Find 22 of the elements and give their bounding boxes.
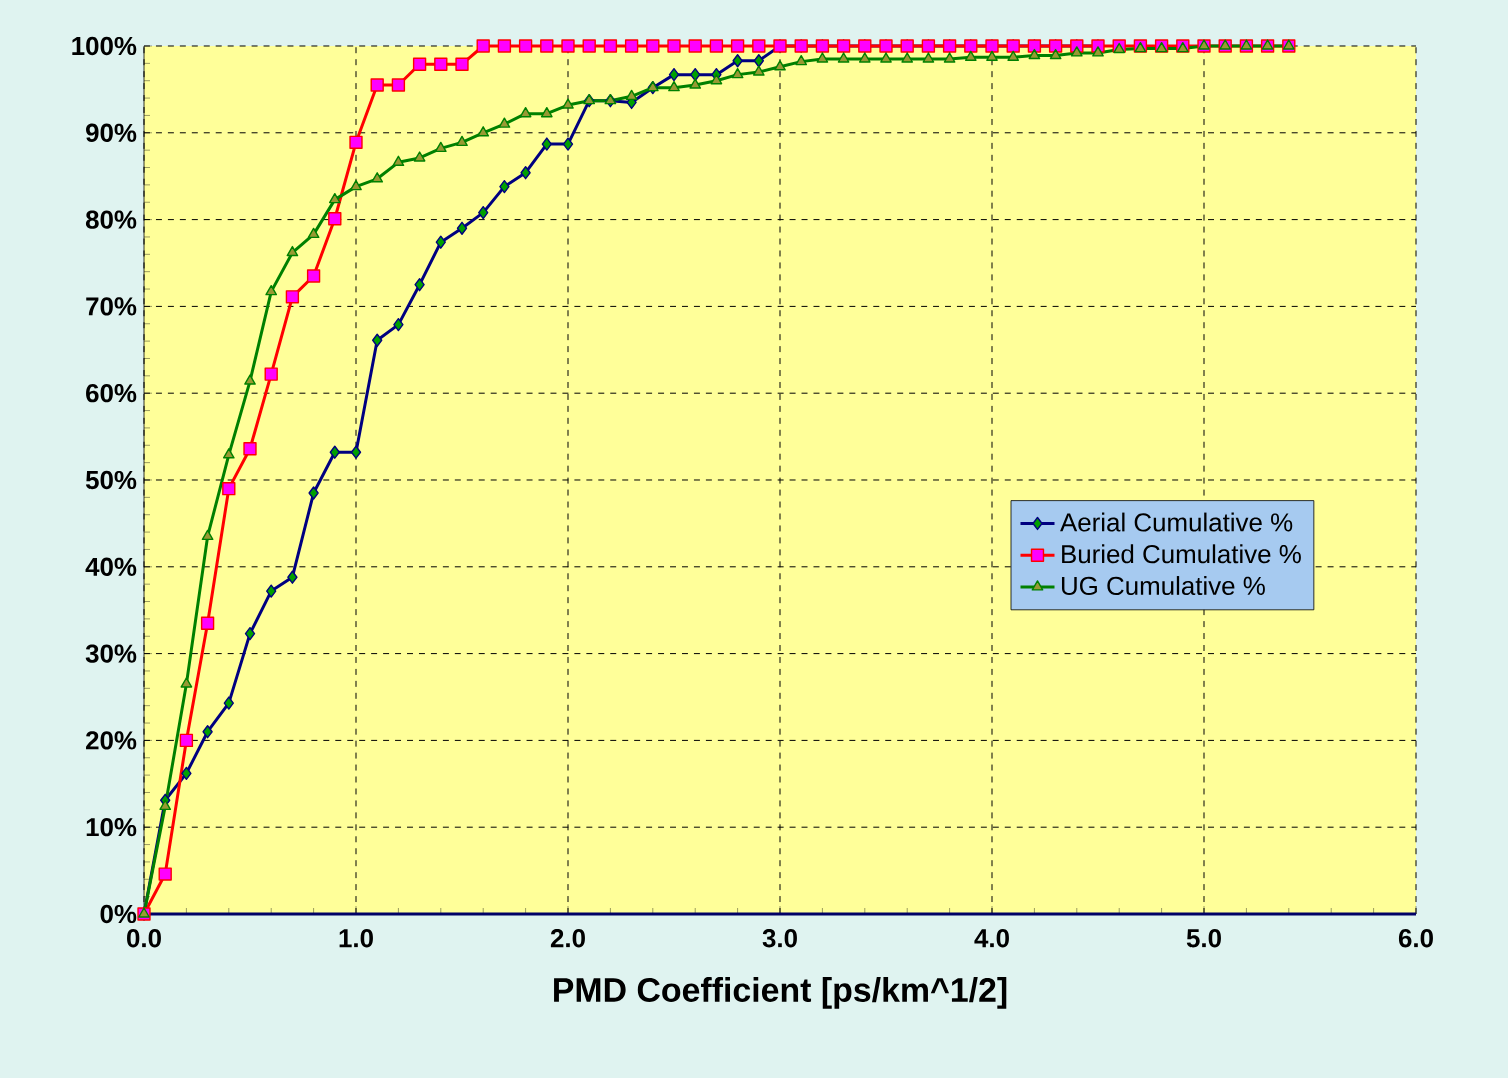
x-tick-label: 0.0 — [127, 929, 161, 948]
x-tick-label: 2.0 — [550, 929, 585, 948]
y-tick-label: 0% — [100, 904, 137, 924]
y-tick-label: 30% — [85, 644, 137, 663]
x-tick-label: 1.0 — [339, 929, 373, 948]
y-tick-label: 50% — [85, 470, 137, 490]
y-tick-label: 40% — [85, 557, 137, 576]
y-tick-label: 100% — [72, 36, 137, 56]
legend-label: Aerial Cumulative % — [1060, 512, 1293, 532]
x-tick-label: 4.0 — [974, 929, 1009, 948]
legend-label: Buried Cumulative % — [1062, 544, 1301, 564]
y-tick-label: 80% — [85, 210, 137, 229]
x-axis-title: PMD Coefficient [ps/km^1/2] — [554, 977, 1007, 1009]
y-tick-label: 60% — [86, 384, 137, 403]
legend-label: UG Cumulative % — [1061, 576, 1265, 596]
y-tick-label: 70% — [86, 297, 137, 316]
y-tick-label: 90% — [86, 123, 137, 142]
x-tick-label: 3.0 — [762, 929, 797, 948]
y-tick-label: 20% — [86, 731, 137, 750]
x-tick-label: 5.0 — [1186, 929, 1221, 948]
x-tick-label: 6.0 — [1398, 929, 1433, 948]
y-tick-label: 10% — [86, 818, 137, 837]
